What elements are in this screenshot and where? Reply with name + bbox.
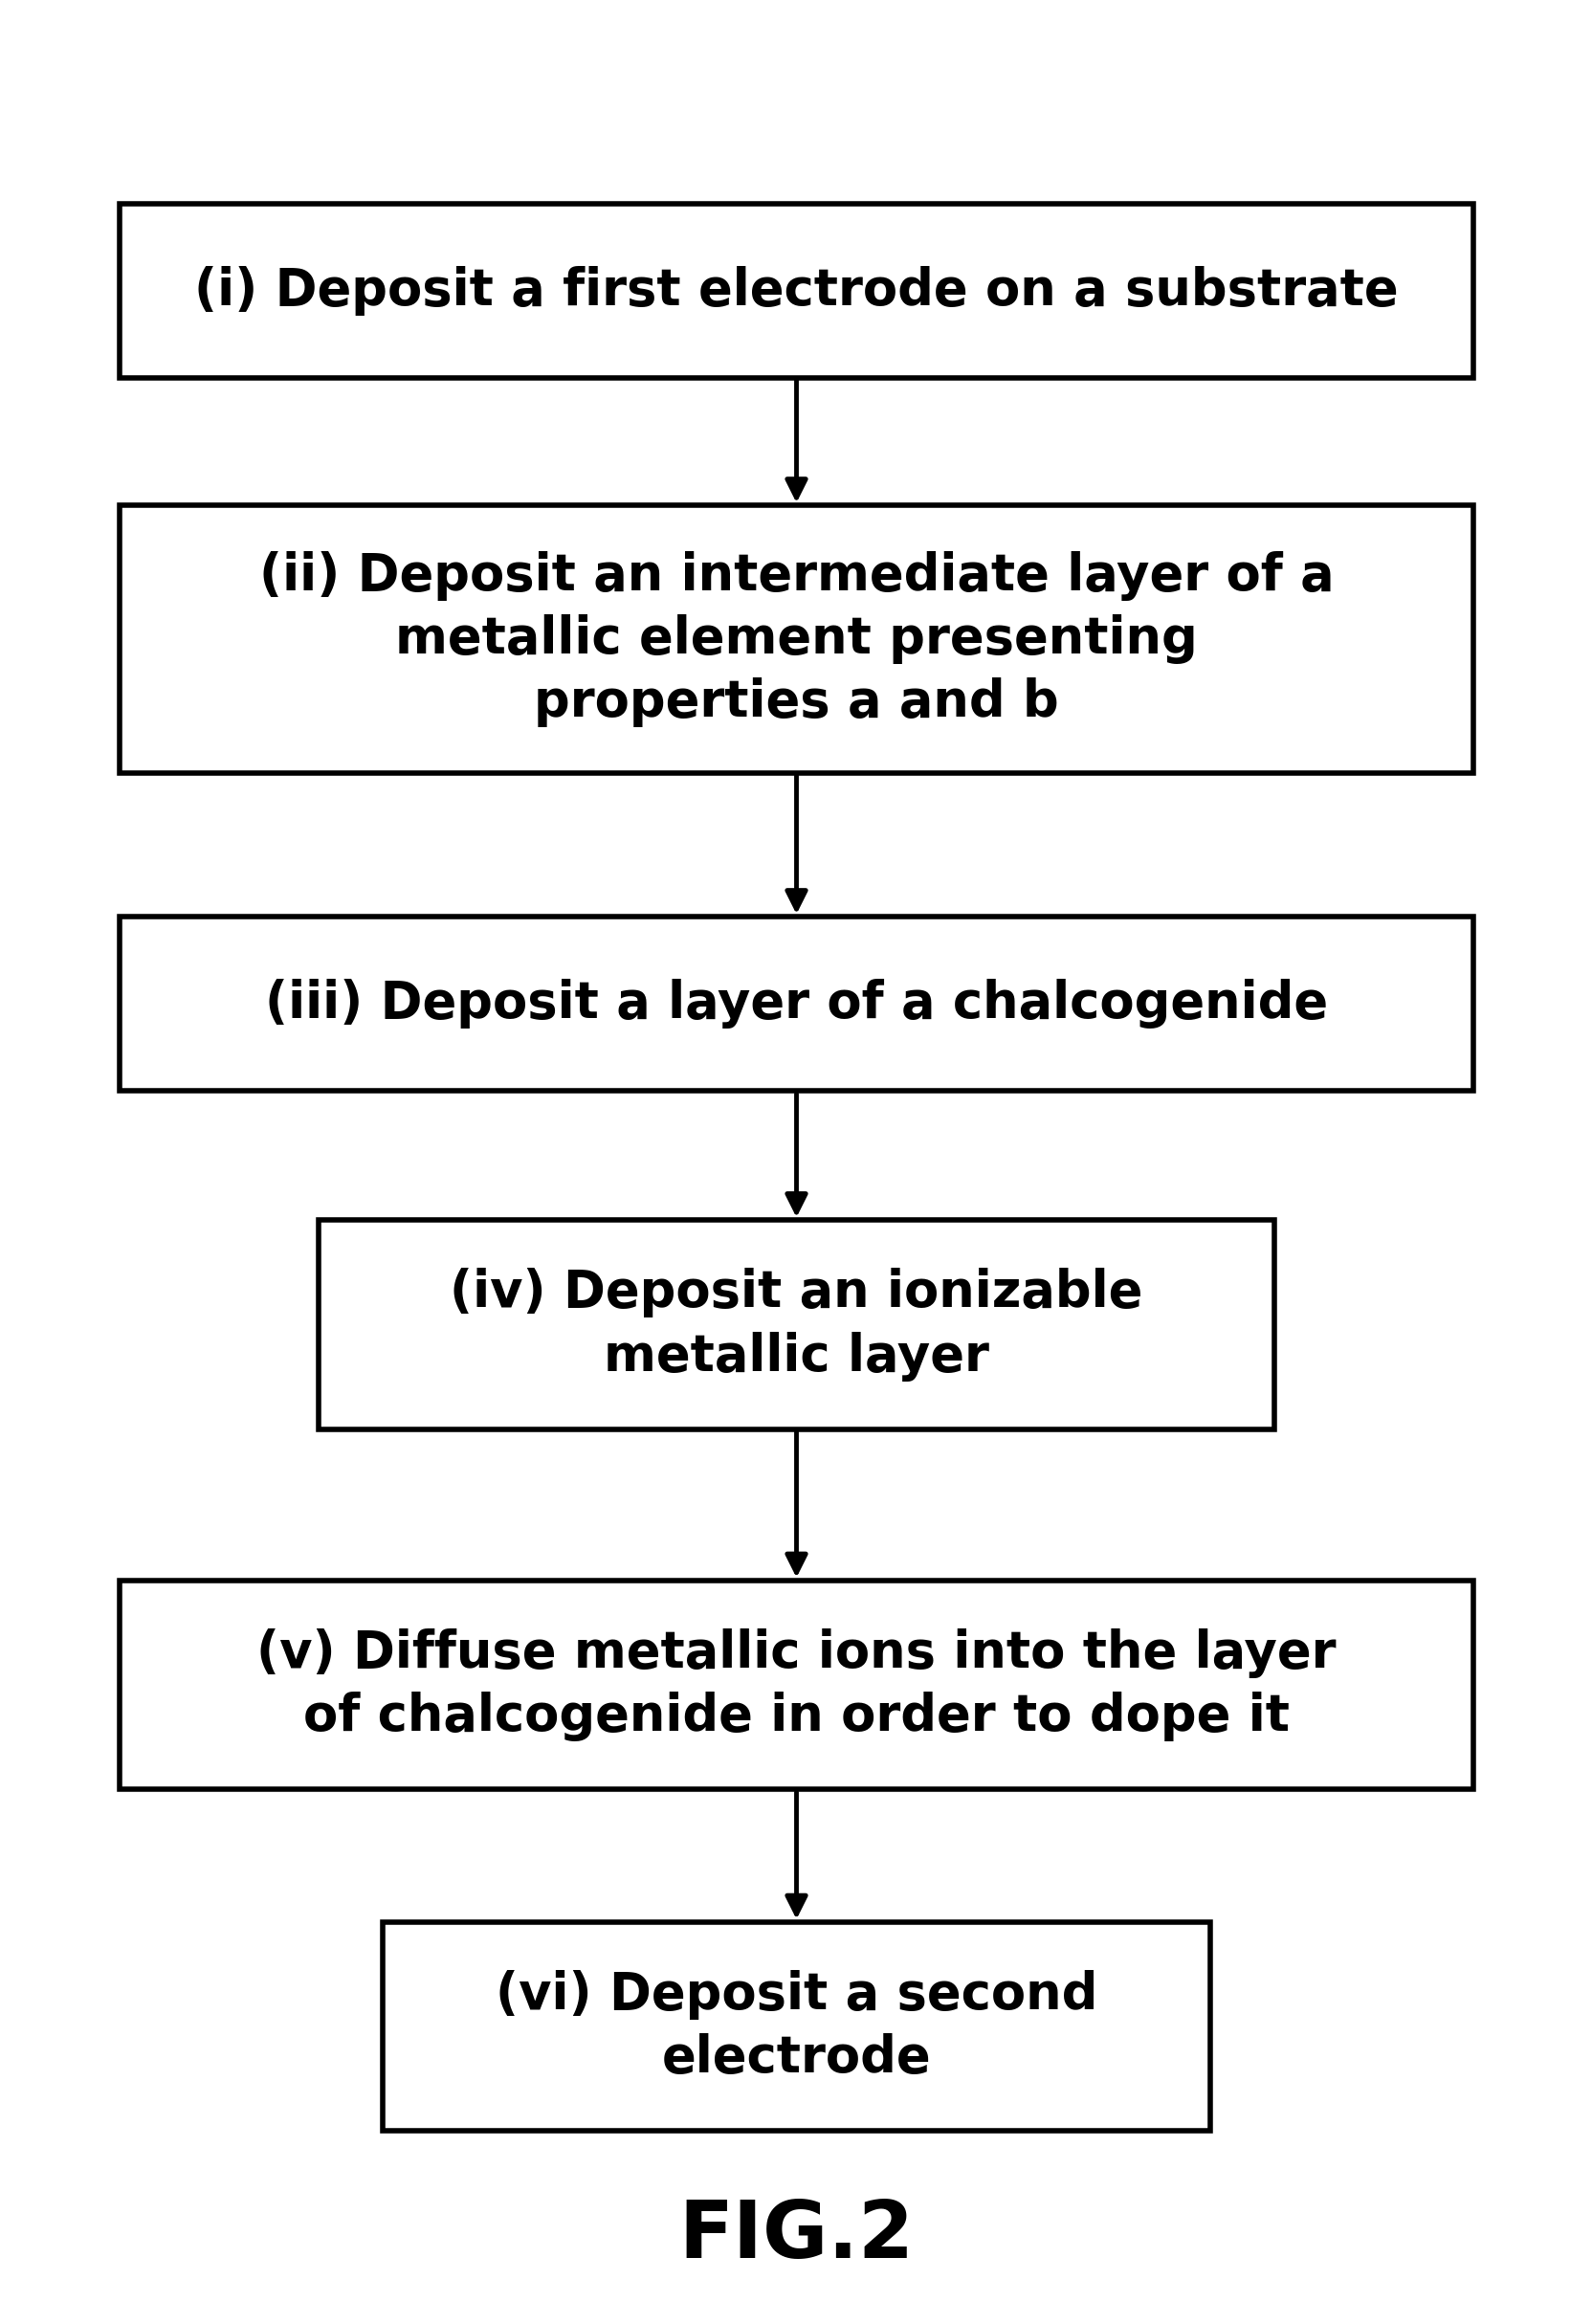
FancyBboxPatch shape [318, 1220, 1274, 1429]
FancyBboxPatch shape [119, 1580, 1473, 1789]
Text: (v) Diffuse metallic ions into the layer
of chalcogenide in order to dope it: (v) Diffuse metallic ions into the layer… [256, 1629, 1336, 1741]
FancyBboxPatch shape [119, 918, 1473, 1092]
Text: (vi) Deposit a second
electrode: (vi) Deposit a second electrode [495, 1971, 1097, 2082]
FancyBboxPatch shape [382, 1922, 1210, 2131]
Text: (iii) Deposit a layer of a chalcogenide: (iii) Deposit a layer of a chalcogenide [264, 978, 1328, 1030]
Text: (i) Deposit a first electrode on a substrate: (i) Deposit a first electrode on a subst… [194, 265, 1398, 316]
Text: FIG.2: FIG.2 [678, 2196, 914, 2275]
FancyBboxPatch shape [119, 202, 1473, 376]
Text: (iv) Deposit an ionizable
metallic layer: (iv) Deposit an ionizable metallic layer [449, 1269, 1143, 1380]
Text: (ii) Deposit an intermediate layer of a
metallic element presenting
properties a: (ii) Deposit an intermediate layer of a … [259, 551, 1333, 727]
FancyBboxPatch shape [119, 507, 1473, 772]
